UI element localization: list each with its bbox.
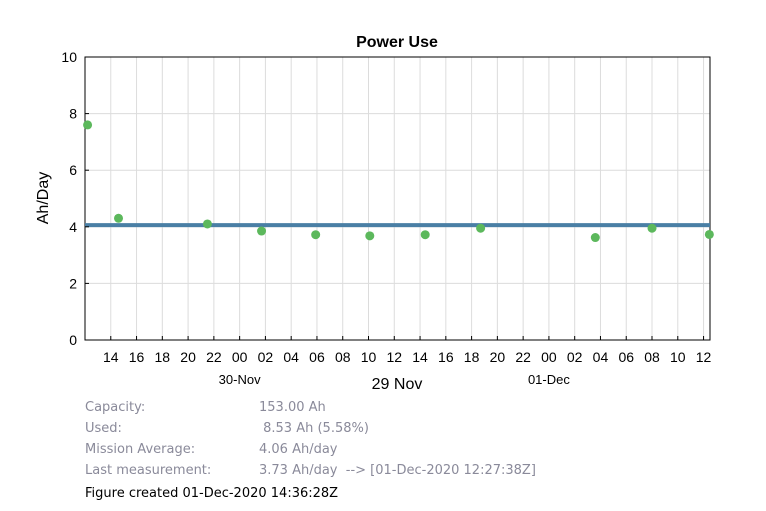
capacity-value: 153.00 Ah xyxy=(259,400,326,415)
x-tick-label: 14 xyxy=(103,349,119,365)
x-tick-label: 08 xyxy=(644,349,660,365)
y-tick-label: 2 xyxy=(69,275,77,291)
capacity-label: Capacity: xyxy=(85,400,146,415)
y-tick-label: 10 xyxy=(61,49,77,65)
x-tick-label: 20 xyxy=(490,349,506,365)
x-axis-label: 29 Nov xyxy=(372,376,423,393)
x-tick-label: 18 xyxy=(155,349,171,365)
data-point xyxy=(202,219,212,229)
x-tick-label: 20 xyxy=(180,349,196,365)
data-point xyxy=(114,213,124,223)
x-tick-label: 14 xyxy=(412,349,428,365)
x-tick-label: 10 xyxy=(670,349,686,365)
x-tick-label: 16 xyxy=(129,349,145,365)
x-tick-label: 02 xyxy=(567,349,583,365)
date-label: 30-Nov xyxy=(219,372,261,387)
x-tick-label: 06 xyxy=(618,349,634,365)
data-point xyxy=(83,120,93,130)
data-point xyxy=(257,226,267,236)
y-tick-label: 6 xyxy=(69,162,77,178)
mission-average-value: 4.06 Ah/day xyxy=(259,442,338,457)
data-point xyxy=(365,231,375,241)
grid xyxy=(85,57,710,340)
date-labels: 30-Nov 01-Dec xyxy=(219,372,571,387)
data-point xyxy=(420,230,430,240)
mission-average-label: Mission Average: xyxy=(85,442,196,457)
data-point xyxy=(590,233,600,243)
y-tick-label: 4 xyxy=(69,219,77,235)
last-measurement-label: Last measurement: xyxy=(85,463,212,478)
x-tick-label: 02 xyxy=(258,349,274,365)
y-tick-label: 0 xyxy=(69,332,77,348)
x-tick-label: 22 xyxy=(206,349,222,365)
y-axis-label: Ah/Day xyxy=(35,172,52,224)
x-tick-label: 00 xyxy=(232,349,248,365)
x-tick-label: 04 xyxy=(593,349,609,365)
used-label: Used: xyxy=(85,421,122,436)
chart-title: Power Use xyxy=(356,34,438,51)
last-measurement-value: 3.73 Ah/day --> [01-Dec-2020 12:27:38Z] xyxy=(259,463,536,478)
x-tick-label: 08 xyxy=(335,349,351,365)
figure-created-text: Figure created 01-Dec-2020 14:36:28Z xyxy=(85,486,339,501)
y-tick-label: 8 xyxy=(69,106,77,122)
x-tick-label: 00 xyxy=(541,349,557,365)
data-point xyxy=(476,223,486,233)
date-label: 01-Dec xyxy=(528,372,570,387)
x-tick-label: 18 xyxy=(464,349,480,365)
x-tick-label: 10 xyxy=(361,349,377,365)
data-point xyxy=(647,223,657,233)
plot-frame xyxy=(84,56,711,341)
x-tick-label: 12 xyxy=(386,349,402,365)
y-axis-ticks: 0 2 4 6 8 10 xyxy=(61,49,89,348)
data-point xyxy=(311,230,321,240)
x-tick-label: 06 xyxy=(309,349,325,365)
x-axis-ticks: 14 16 18 20 22 00 02 04 06 08 10 12 14 16 18 20 22 00 02 04… xyxy=(103,336,712,365)
data-points xyxy=(83,120,714,243)
data-point xyxy=(704,229,714,239)
used-value: 8.53 Ah (5.58%) xyxy=(259,421,369,436)
x-tick-label: 12 xyxy=(696,349,712,365)
x-tick-label: 04 xyxy=(283,349,299,365)
x-tick-label: 16 xyxy=(438,349,454,365)
x-tick-label: 22 xyxy=(515,349,531,365)
